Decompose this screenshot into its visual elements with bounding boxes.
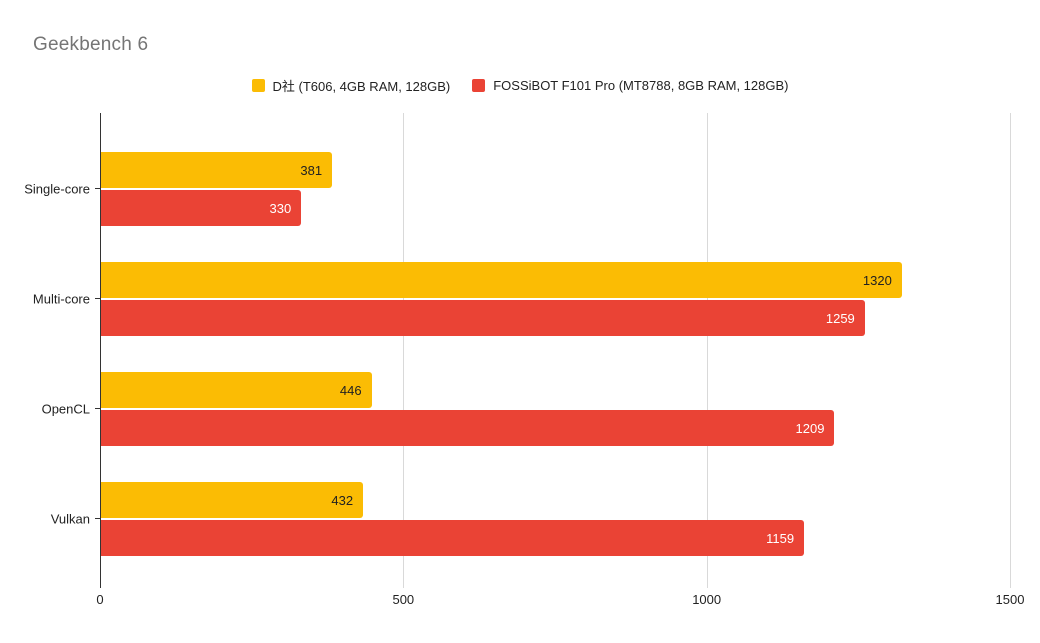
legend-label-series1: D社 (T606, 4GB RAM, 128GB) — [272, 79, 451, 94]
category-label-single-core: Single-core — [24, 181, 90, 196]
legend-swatch-series2-icon — [472, 79, 486, 92]
bar-series2-2: 1209 — [101, 410, 835, 446]
legend-item-series1: D社 (T606, 4GB RAM, 128GB) — [251, 76, 451, 95]
gridline-500 — [403, 113, 405, 588]
x-tick-label-1000: 1000 — [692, 592, 722, 607]
bar-series2-3: 1159 — [101, 520, 805, 556]
bar-value-label: 1159 — [766, 530, 795, 546]
bar-value-label: 381 — [300, 162, 323, 178]
gridline-1000 — [706, 113, 708, 588]
bar-value-label: 432 — [331, 492, 354, 508]
y-tick-1 — [95, 298, 100, 299]
bar-series1-1: 1320 — [101, 262, 902, 298]
bar-series1-3: 432 — [101, 482, 364, 518]
y-tick-2 — [95, 408, 100, 409]
y-tick-0 — [95, 188, 100, 189]
bar-value-label: 1209 — [795, 420, 825, 436]
bar-series1-2: 446 — [101, 372, 372, 408]
x-tick-label-500: 500 — [392, 592, 415, 607]
x-axis-baseline — [100, 113, 101, 588]
gridline-1500 — [1010, 113, 1011, 588]
category-label-multi-core: Multi-core — [32, 291, 90, 306]
x-tick-label-1500: 1500 — [995, 592, 1025, 607]
bar-value-label: 330 — [269, 200, 292, 216]
bar-value-label: 1320 — [862, 272, 892, 288]
chart-title: Geekbench 6 — [33, 34, 149, 55]
bar-value-label: 446 — [339, 382, 362, 398]
x-tick-label-0: 0 — [96, 592, 104, 607]
bar-series2-1: 1259 — [101, 300, 865, 336]
bar-value-label: 1259 — [825, 310, 855, 326]
legend-item-series2: FOSSiBOT F101 Pro (MT8788, 8GB RAM, 128G… — [472, 78, 788, 93]
legend-label-series2: FOSSiBOT F101 Pro (MT8788, 8GB RAM, 128G… — [493, 78, 789, 93]
category-label-vulkan: Vulkan — [50, 511, 90, 526]
category-label-opencl: OpenCL — [41, 401, 90, 416]
y-tick-3 — [95, 518, 100, 519]
legend-swatch-series1-icon — [251, 79, 265, 92]
legend: D社 (T606, 4GB RAM, 128GB) FOSSiBOT F101 … — [0, 76, 1040, 95]
bar-series1-0: 381 — [101, 152, 333, 188]
bar-series2-0: 330 — [101, 190, 302, 226]
